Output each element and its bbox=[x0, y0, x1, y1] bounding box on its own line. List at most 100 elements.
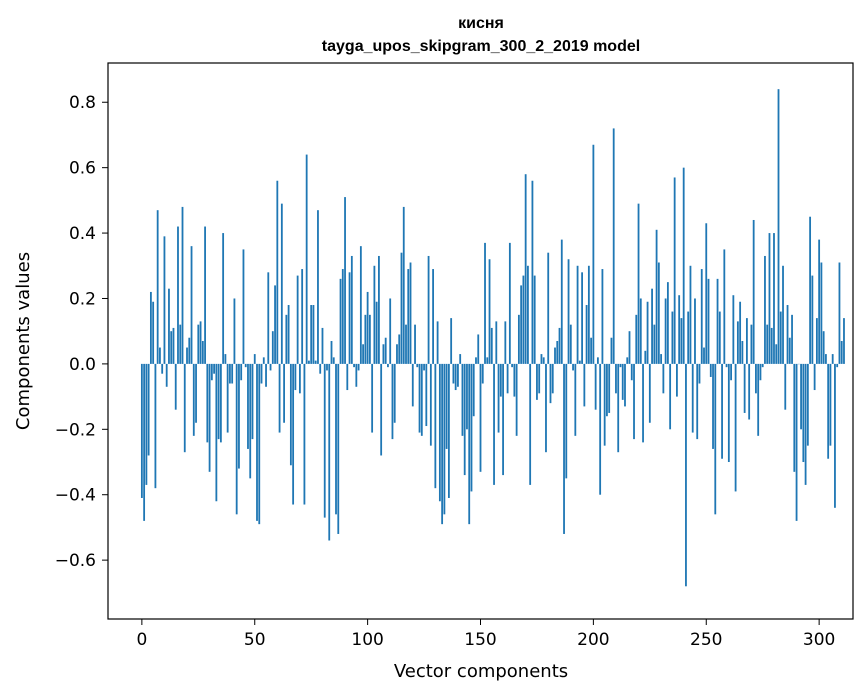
bar-283 bbox=[779, 311, 782, 364]
bar-55 bbox=[265, 363, 267, 387]
y-tick-label: −0.6 bbox=[55, 551, 96, 571]
y-tick-label: 0.0 bbox=[69, 355, 96, 375]
bar-197 bbox=[585, 305, 588, 364]
bar-60 bbox=[276, 180, 279, 364]
bar-185 bbox=[558, 327, 561, 364]
bar-285 bbox=[784, 363, 787, 410]
bar-242 bbox=[687, 311, 690, 364]
x-tick-label: 100 bbox=[351, 630, 383, 650]
bar-54 bbox=[262, 357, 265, 364]
bar-150 bbox=[479, 363, 482, 472]
bar-290 bbox=[795, 363, 798, 521]
bar-168 bbox=[520, 285, 523, 364]
bar-86 bbox=[335, 363, 337, 515]
bar-240 bbox=[682, 167, 685, 364]
bar-262 bbox=[732, 295, 735, 364]
bar-127 bbox=[427, 255, 430, 364]
bar-14 bbox=[172, 327, 175, 364]
bar-287 bbox=[788, 337, 791, 364]
bar-154 bbox=[488, 259, 491, 364]
bar-94 bbox=[353, 363, 355, 368]
bar-58 bbox=[271, 331, 274, 364]
bar-214 bbox=[624, 363, 626, 407]
bar-0 bbox=[140, 363, 143, 498]
bar-5 bbox=[152, 301, 155, 364]
bar-41 bbox=[233, 298, 236, 364]
bar-173 bbox=[531, 180, 534, 364]
bar-117 bbox=[405, 324, 407, 364]
bar-272 bbox=[755, 363, 757, 394]
chart-title: кисня bbox=[458, 15, 504, 32]
bar-188 bbox=[565, 363, 568, 479]
bar-223 bbox=[644, 350, 647, 364]
bar-222 bbox=[642, 363, 644, 443]
bar-157 bbox=[495, 321, 498, 364]
bar-260 bbox=[727, 363, 730, 463]
bar-135 bbox=[445, 363, 448, 449]
bar-216 bbox=[628, 331, 631, 364]
bar-85 bbox=[332, 357, 335, 364]
bar-198 bbox=[587, 265, 590, 364]
bar-199 bbox=[590, 337, 593, 364]
bar-176 bbox=[538, 363, 541, 394]
bar-224 bbox=[646, 301, 649, 364]
bar-49 bbox=[251, 363, 254, 440]
bar-221 bbox=[639, 298, 642, 364]
bar-78 bbox=[317, 210, 319, 364]
bar-208 bbox=[610, 337, 613, 364]
bar-66 bbox=[289, 363, 292, 466]
bar-210 bbox=[615, 363, 617, 394]
bar-159 bbox=[499, 363, 502, 397]
bar-225 bbox=[648, 363, 651, 423]
bar-152 bbox=[484, 242, 486, 364]
bar-190 bbox=[569, 324, 572, 364]
bar-30 bbox=[208, 363, 211, 472]
bar-266 bbox=[741, 341, 744, 364]
bar-296 bbox=[809, 216, 812, 364]
bar-17 bbox=[179, 324, 182, 364]
bar-231 bbox=[662, 363, 665, 394]
bar-144 bbox=[466, 363, 468, 430]
bar-189 bbox=[567, 259, 570, 364]
bar-149 bbox=[477, 334, 480, 364]
bar-276 bbox=[764, 255, 766, 364]
y-axis-label: Components values bbox=[13, 252, 34, 430]
bar-100 bbox=[366, 291, 369, 364]
bar-295 bbox=[806, 363, 809, 446]
bar-10 bbox=[163, 236, 166, 364]
x-tick-label: 0 bbox=[136, 630, 147, 650]
bar-274 bbox=[759, 363, 762, 381]
bar-255 bbox=[716, 278, 719, 364]
bar-104 bbox=[375, 301, 378, 364]
bar-75 bbox=[310, 305, 313, 364]
bar-243 bbox=[689, 265, 692, 364]
bar-24 bbox=[195, 363, 197, 423]
x-tick-label: 200 bbox=[577, 630, 609, 650]
bar-230 bbox=[660, 354, 663, 364]
bar-184 bbox=[556, 341, 559, 364]
y-tick-label: 0.6 bbox=[69, 159, 96, 179]
bar-241 bbox=[685, 363, 687, 587]
bar-46 bbox=[244, 363, 247, 368]
bar-196 bbox=[583, 363, 586, 407]
y-tick-label: −0.2 bbox=[55, 420, 96, 440]
bar-201 bbox=[594, 363, 597, 410]
bar-102 bbox=[371, 363, 374, 433]
bar-107 bbox=[382, 344, 385, 364]
bar-15 bbox=[174, 363, 177, 410]
bar-59 bbox=[274, 285, 276, 364]
bar-301 bbox=[820, 262, 823, 364]
bar-31 bbox=[210, 363, 213, 381]
bar-35 bbox=[219, 363, 222, 443]
bar-171 bbox=[527, 265, 529, 364]
bar-293 bbox=[802, 363, 805, 463]
bar-89 bbox=[341, 269, 344, 364]
bar-192 bbox=[574, 363, 577, 436]
bar-92 bbox=[348, 272, 351, 364]
bar-292 bbox=[800, 363, 802, 430]
bar-65 bbox=[287, 305, 290, 364]
bar-121 bbox=[414, 324, 416, 364]
bar-27 bbox=[201, 341, 204, 364]
bar-48 bbox=[249, 363, 252, 479]
bar-219 bbox=[635, 314, 638, 364]
